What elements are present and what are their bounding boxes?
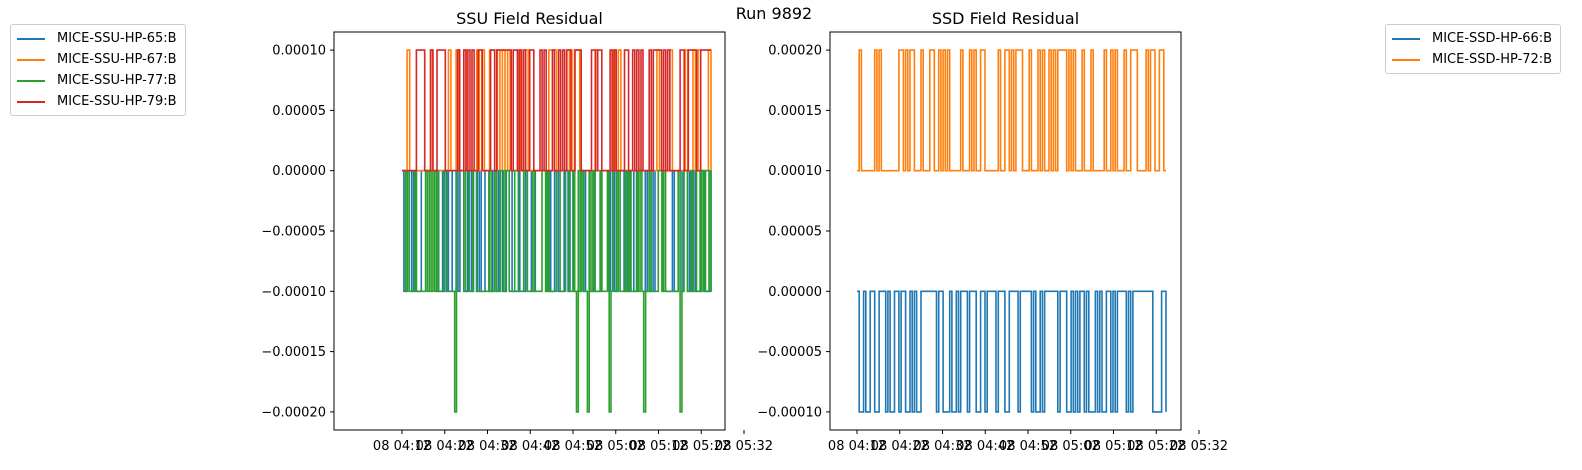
- x-tick-label: 08 05:32: [715, 439, 773, 454]
- x-tick-label: 08 04:32: [458, 439, 516, 454]
- ssu-legend: MICE-SSU-HP-65:B MICE-SSU-HP-67:B MICE-SSU…: [10, 24, 186, 116]
- axes-title: SSD Field Residual: [932, 9, 1079, 28]
- x-tick-label: 08 04:52: [544, 439, 602, 454]
- x-tick-label: 08 04:42: [956, 439, 1014, 454]
- x-tick-label: 08 05:22: [672, 439, 730, 454]
- y-tick-label: 0.00005: [272, 104, 326, 119]
- y-tick-label: −0.00005: [757, 345, 822, 360]
- legend-label: MICE-SSU-HP-67:B: [57, 52, 177, 67]
- y-tick-label: 0.00000: [768, 285, 822, 300]
- series-line-mice-ssd-hp-72-b: [857, 49, 1166, 172]
- y-tick-label: −0.00020: [261, 405, 326, 420]
- legend-swatch: [17, 58, 45, 61]
- legend-label: MICE-SSD-HP-66:B: [1432, 31, 1553, 46]
- x-tick-label: 08 04:42: [501, 439, 559, 454]
- x-tick-label: 08 04:32: [913, 439, 971, 454]
- series-line-mice-ssd-hp-66-b: [857, 290, 1167, 413]
- x-tick-label: 08 04:22: [416, 439, 474, 454]
- y-tick-label: 0.00010: [768, 164, 822, 179]
- series-line-mice-ssu-hp-79-b: [402, 49, 711, 172]
- y-tick-label: 0.00005: [768, 225, 822, 240]
- x-tick-label: 08 05:12: [629, 439, 687, 454]
- figure-suptitle: Run 9892: [736, 4, 812, 23]
- legend-swatch: [1392, 58, 1420, 61]
- x-tick-label: 08 05:02: [1042, 439, 1100, 454]
- y-tick-label: 0.00015: [768, 104, 822, 119]
- legend-entry: MICE-SSD-HP-72:B: [1392, 49, 1552, 70]
- legend-label: MICE-SSD-HP-72:B: [1432, 52, 1553, 67]
- legend-label: MICE-SSU-HP-77:B: [57, 73, 177, 88]
- y-tick-label: 0.00010: [272, 44, 326, 59]
- legend-swatch: [17, 100, 45, 103]
- legend-swatch: [17, 79, 45, 82]
- legend-entry: MICE-SSU-HP-67:B: [17, 49, 177, 70]
- x-tick-label: 08 04:12: [828, 439, 886, 454]
- ssd-axes: SSD Field Residual −0.00010 −0.00005 0.0000…: [757, 9, 1228, 454]
- legend-entry: MICE-SSU-HP-77:B: [17, 70, 177, 91]
- ssd-legend: MICE-SSD-HP-66:B MICE-SSD-HP-72:B: [1385, 24, 1562, 74]
- y-tick-label: −0.00010: [261, 285, 326, 300]
- legend-swatch: [17, 37, 45, 40]
- x-tick-label: 08 05:22: [1127, 439, 1185, 454]
- legend-entry: MICE-SSD-HP-66:B: [1392, 28, 1552, 49]
- series-line-mice-ssu-hp-67-b: [402, 49, 712, 172]
- x-tick-label: 08 04:52: [999, 439, 1057, 454]
- y-tick-label: −0.00005: [261, 225, 326, 240]
- y-tick-label: −0.00010: [757, 405, 822, 420]
- axes-title: SSU Field Residual: [456, 9, 603, 28]
- legend-label: MICE-SSU-HP-79:B: [57, 94, 177, 109]
- x-tick-label: 08 05:32: [1170, 439, 1228, 454]
- x-tick-label: 08 04:12: [373, 439, 431, 454]
- ssu-axes: SSU Field Residual −0.00020 −0.00015 −0.000…: [261, 9, 773, 454]
- y-tick-label: 0.00020: [768, 44, 822, 59]
- y-tick-label: −0.00015: [261, 345, 326, 360]
- x-tick-label: 08 04:22: [871, 439, 929, 454]
- x-tick-label: 08 05:12: [1084, 439, 1142, 454]
- legend-swatch: [1392, 37, 1420, 40]
- legend-entry: MICE-SSU-HP-79:B: [17, 91, 177, 112]
- x-tick-label: 08 05:02: [587, 439, 645, 454]
- y-tick-label: 0.00000: [272, 164, 326, 179]
- legend-entry: MICE-SSU-HP-65:B: [17, 28, 177, 49]
- legend-label: MICE-SSU-HP-65:B: [57, 31, 177, 46]
